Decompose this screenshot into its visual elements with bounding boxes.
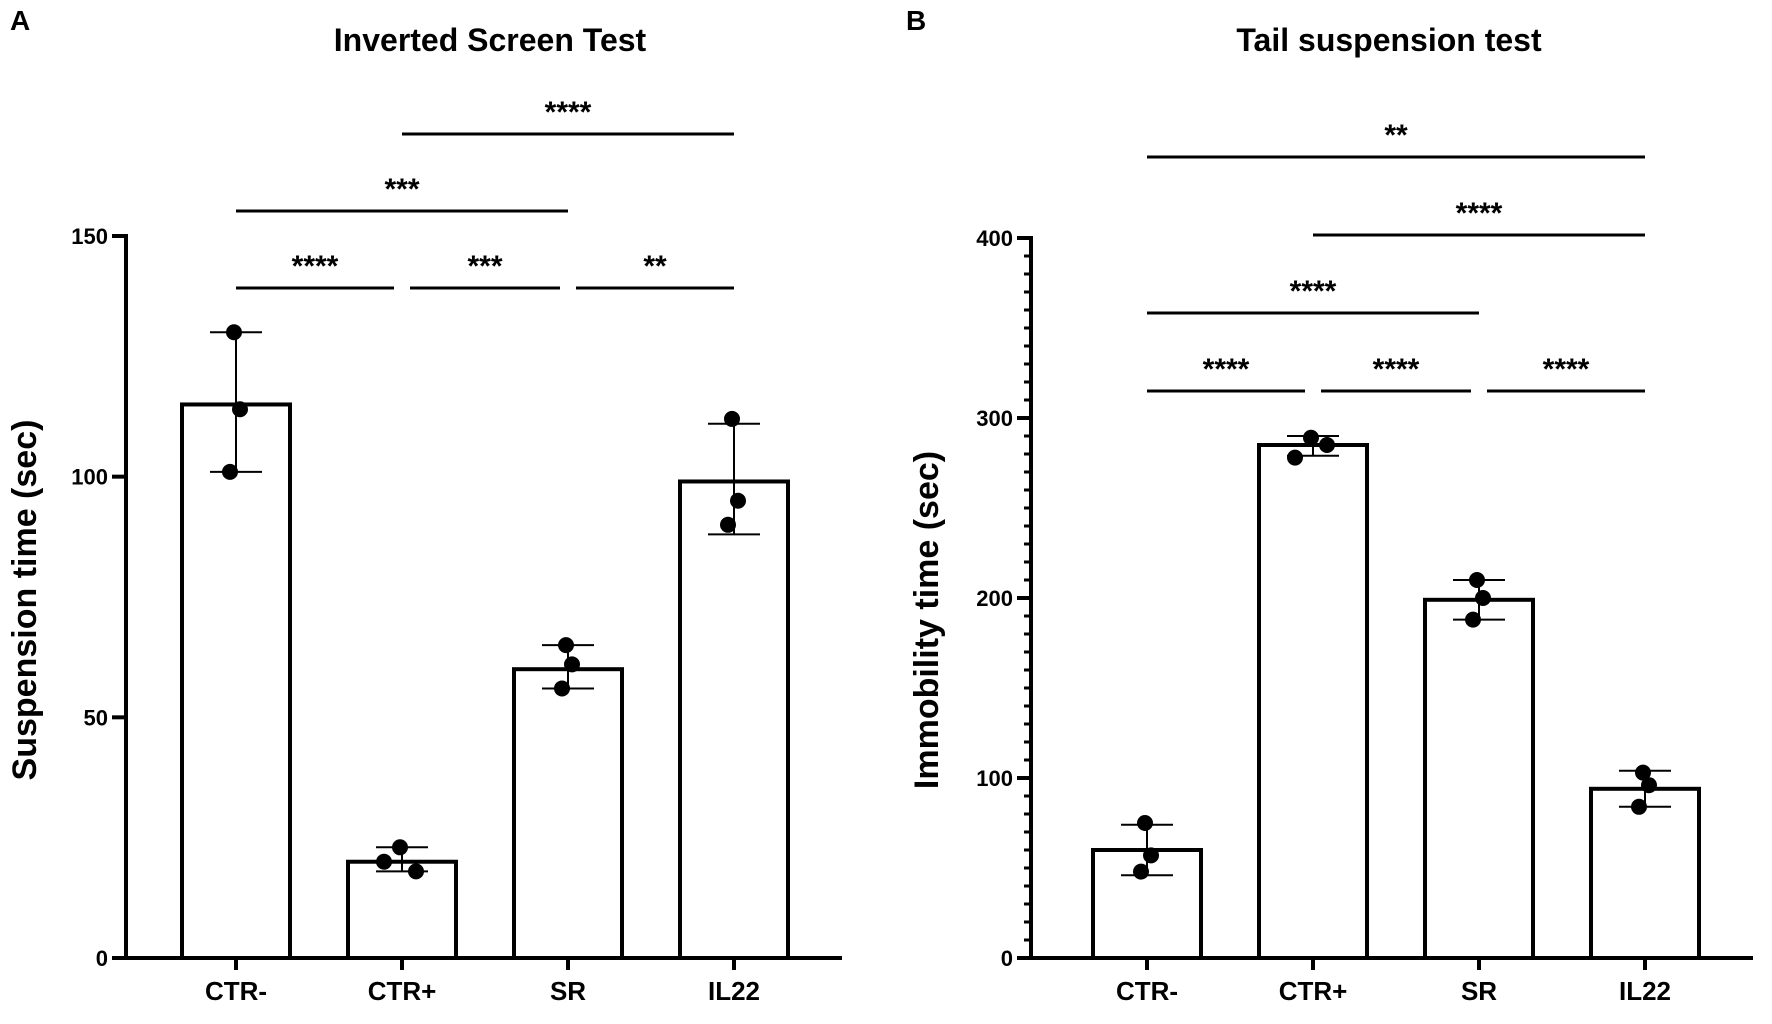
bar-sr	[1423, 597, 1535, 960]
data-point	[1631, 798, 1647, 815]
bar-ctr-	[180, 402, 292, 960]
significance-label: ***	[384, 173, 419, 206]
data-point	[1143, 847, 1159, 864]
data-point	[730, 492, 746, 509]
significance-label: ***	[467, 250, 502, 283]
x-tick-label: SR	[550, 976, 586, 1006]
data-point	[232, 401, 248, 418]
data-point	[376, 853, 392, 870]
data-point	[724, 410, 740, 427]
significance-label: ****	[1543, 353, 1590, 386]
data-point	[1641, 777, 1657, 794]
data-point	[1287, 449, 1303, 466]
x-tick-label: CTR-	[205, 976, 267, 1006]
significance-label: **	[1384, 119, 1408, 152]
chart-title-a: Inverted Screen Test	[334, 22, 647, 58]
data-point	[558, 637, 574, 654]
y-axis-label-b: Immobility time (sec)	[908, 451, 946, 789]
y-tick-label: 0	[1001, 946, 1013, 971]
panel-letter-a: A	[10, 5, 30, 36]
y-tick-label: 100	[976, 766, 1013, 791]
y-tick-label: 150	[71, 224, 108, 249]
data-point	[1137, 815, 1153, 831]
chart-title-b: Tail suspension test	[1236, 22, 1542, 58]
data-point	[408, 863, 424, 880]
data-point	[222, 463, 238, 480]
data-point	[1469, 572, 1485, 588]
y-tick-label: 300	[976, 406, 1013, 431]
data-point	[1635, 764, 1651, 781]
x-tick-label: IL22	[1619, 976, 1671, 1006]
x-tick-label: CTR-	[1116, 976, 1178, 1006]
panel-b: B Tail suspension test Immobility time (…	[906, 5, 1753, 1006]
data-point	[1319, 437, 1335, 453]
data-point	[1475, 590, 1491, 606]
panel-letter-b: B	[906, 5, 926, 36]
y-tick-label: 50	[84, 705, 108, 730]
x-tick-label: SR	[1461, 976, 1497, 1006]
bar-sr	[512, 667, 624, 960]
y-tick-label: 0	[96, 946, 108, 971]
x-tick-label: CTR+	[1279, 976, 1348, 1006]
bar-ctr+	[1257, 443, 1369, 960]
significance-label: ****	[1456, 197, 1503, 230]
data-point	[1465, 611, 1481, 628]
data-point	[564, 656, 580, 673]
bar-il22	[678, 479, 790, 960]
y-tick-label: 200	[976, 586, 1013, 611]
y-axis-label-a: Suspension time (sec)	[6, 420, 44, 781]
x-tick-label: CTR+	[368, 976, 437, 1006]
data-point	[720, 516, 736, 533]
significance-label: ****	[1373, 353, 1420, 386]
y-tick-label: 400	[976, 226, 1013, 251]
significance-label: ****	[1203, 353, 1250, 386]
data-point	[226, 324, 242, 341]
panel-a: A Inverted Screen Test Suspension time (…	[6, 5, 842, 1006]
data-point	[1303, 429, 1319, 446]
data-point	[1133, 863, 1149, 880]
significance-label: ****	[545, 96, 592, 129]
data-point	[554, 680, 570, 697]
data-point	[392, 839, 408, 856]
bar-ctr+	[346, 859, 458, 961]
x-tick-label: IL22	[708, 976, 760, 1006]
y-tick-label: 100	[71, 465, 108, 490]
bar-il22	[1589, 786, 1701, 960]
significance-label: ****	[292, 250, 339, 283]
significance-label: ****	[1290, 275, 1337, 308]
significance-label: **	[643, 250, 667, 283]
